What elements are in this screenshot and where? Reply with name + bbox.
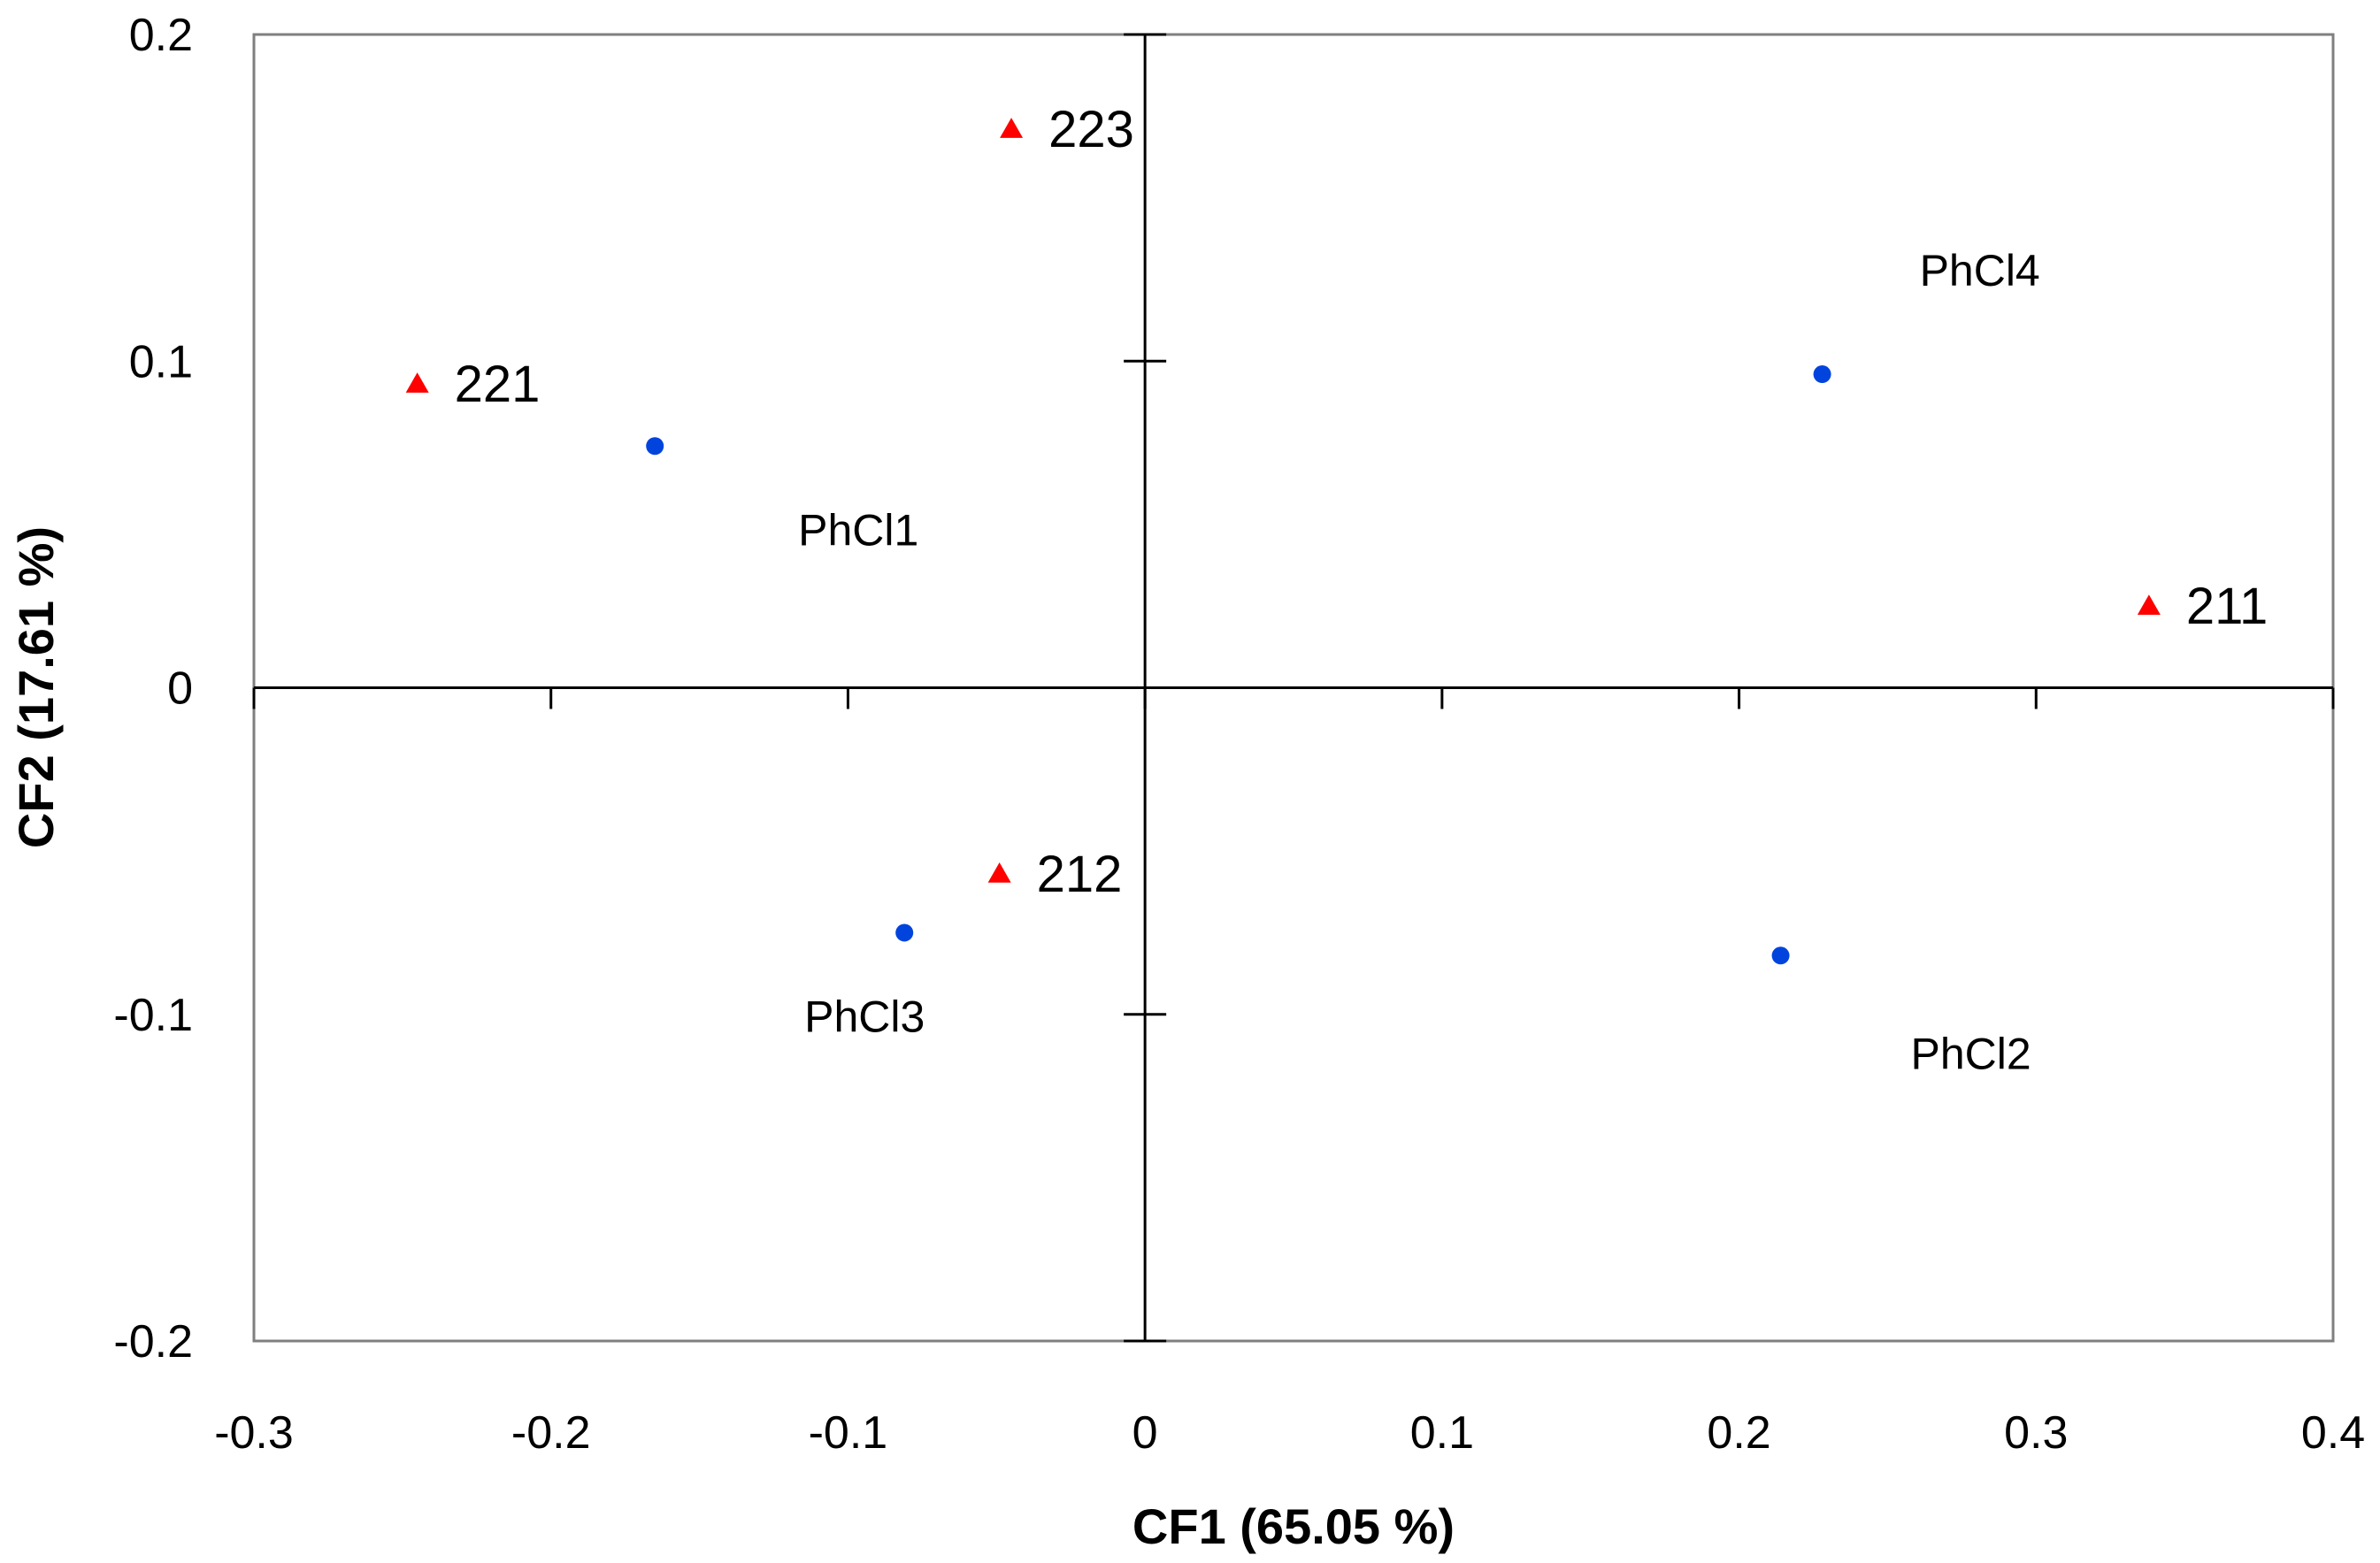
x-tick-label: 0.1 — [1410, 1407, 1474, 1459]
sample-marker-211 — [2137, 594, 2161, 615]
x-tick-label: -0.2 — [511, 1407, 591, 1459]
x-tick-label: -0.3 — [214, 1407, 294, 1459]
cluster-marker-PhCl3 — [895, 923, 914, 942]
cluster-label: PhCl1 — [798, 505, 918, 555]
cluster-marker-PhCl1 — [646, 437, 664, 456]
x-tick-label: 0.4 — [2301, 1407, 2365, 1459]
x-tick-label: -0.1 — [809, 1407, 888, 1459]
y-tick-label: -0.1 — [113, 990, 193, 1041]
y-tick-label: 0.1 — [129, 336, 193, 387]
cluster-label: PhCl2 — [1910, 1029, 2031, 1078]
x-tick-label: 0 — [1132, 1407, 1158, 1459]
cluster-label: PhCl4 — [1920, 246, 2040, 295]
y-tick-label: 0.2 — [129, 10, 193, 61]
sample-marker-221 — [405, 372, 429, 393]
sample-label: 212 — [1037, 846, 1123, 903]
cluster-marker-PhCl4 — [1813, 365, 1831, 384]
y-tick-label: -0.2 — [113, 1316, 193, 1368]
cluster-marker-PhCl2 — [1771, 946, 1790, 965]
sample-label: 223 — [1048, 101, 1134, 158]
y-axis-title: CF2 (17.61 %) — [8, 526, 64, 848]
x-tick-label: 0.3 — [2004, 1407, 2068, 1459]
x-tick-label: 0.2 — [1707, 1407, 1770, 1459]
cluster-label: PhCl3 — [804, 992, 925, 1041]
sample-label: 221 — [455, 356, 541, 413]
sample-marker-223 — [1000, 118, 1024, 138]
y-tick-label: 0 — [167, 663, 193, 715]
sample-marker-212 — [987, 862, 1011, 883]
x-axis-title: CF1 (65.05 %) — [1132, 1498, 1455, 1554]
sample-label: 211 — [2186, 578, 2268, 635]
